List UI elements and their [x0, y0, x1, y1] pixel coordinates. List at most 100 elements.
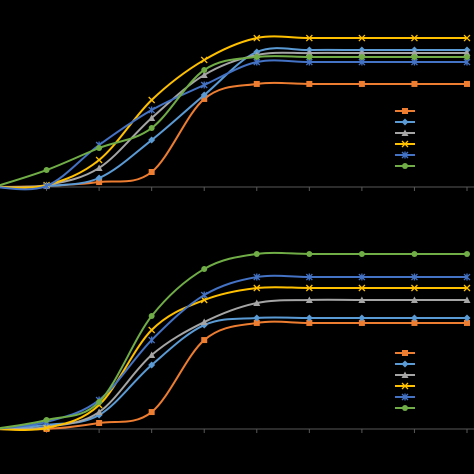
marker	[148, 409, 155, 416]
marker	[148, 96, 156, 104]
marker	[358, 296, 366, 303]
marker	[358, 284, 366, 292]
marker	[401, 151, 409, 159]
marker	[358, 34, 366, 42]
marker	[95, 408, 103, 416]
marker	[401, 360, 409, 368]
series-line	[0, 274, 467, 430]
series-line	[0, 298, 467, 430]
marker	[358, 53, 365, 60]
marker	[410, 284, 418, 292]
marker	[410, 296, 418, 303]
marker	[305, 314, 313, 322]
marker	[95, 164, 103, 171]
marker	[463, 273, 471, 281]
series-line	[0, 51, 467, 189]
marker	[401, 382, 409, 390]
marker	[200, 71, 208, 78]
marker	[96, 420, 103, 426]
marker	[306, 80, 313, 87]
marker	[148, 125, 155, 132]
marker	[464, 80, 470, 87]
marker	[305, 49, 313, 57]
marker	[401, 118, 409, 126]
marker	[201, 337, 208, 344]
marker	[411, 80, 418, 87]
marker	[402, 108, 408, 114]
marker	[253, 273, 261, 281]
marker	[148, 106, 156, 114]
series-line	[0, 316, 467, 430]
series-line	[0, 59, 467, 191]
marker	[410, 49, 418, 57]
series-line	[0, 47, 467, 188]
marker	[305, 284, 313, 292]
marker	[253, 34, 261, 42]
marker	[305, 34, 313, 42]
marker	[463, 314, 471, 322]
marker	[463, 34, 471, 42]
marker	[401, 140, 409, 148]
marker	[253, 250, 260, 257]
series-line	[0, 81, 467, 188]
marker	[402, 163, 408, 169]
marker	[305, 296, 313, 303]
marker	[95, 156, 103, 164]
series-line	[0, 251, 467, 430]
marker	[358, 80, 365, 87]
marker	[464, 319, 470, 326]
plot	[0, 34, 474, 191]
marker	[253, 314, 261, 322]
marker	[401, 393, 409, 401]
marker	[200, 291, 208, 299]
plot	[0, 250, 474, 433]
marker	[463, 296, 471, 303]
marker	[148, 351, 156, 359]
marker	[96, 399, 103, 405]
marker	[463, 284, 471, 292]
marker	[148, 136, 156, 144]
marker	[148, 326, 156, 334]
marker	[95, 174, 103, 182]
marker	[411, 53, 418, 60]
marker	[411, 319, 418, 326]
marker	[43, 424, 51, 432]
marker	[463, 49, 471, 57]
marker	[200, 81, 208, 89]
marker	[306, 250, 313, 257]
marker	[201, 265, 208, 272]
marker	[148, 336, 156, 344]
marker	[200, 318, 208, 326]
marker	[410, 273, 418, 281]
marker	[358, 314, 366, 322]
marker	[401, 371, 409, 378]
marker	[200, 296, 208, 304]
marker	[306, 53, 313, 60]
marker	[96, 179, 103, 186]
series-line	[0, 320, 467, 431]
marker	[401, 129, 409, 136]
marker	[148, 361, 156, 369]
marker	[43, 182, 51, 190]
marker	[201, 95, 208, 102]
series-line	[0, 286, 467, 431]
marker	[358, 250, 365, 257]
series-line	[0, 54, 467, 187]
marker	[253, 53, 260, 60]
marker	[464, 250, 470, 257]
marker	[410, 34, 418, 42]
marker	[253, 299, 261, 306]
marker	[148, 169, 155, 175]
marker	[253, 80, 260, 87]
marker	[358, 273, 366, 281]
marker	[253, 319, 260, 326]
marker	[402, 405, 408, 411]
marker	[43, 167, 50, 174]
marker	[464, 53, 470, 60]
marker	[200, 91, 208, 99]
marker	[306, 319, 313, 326]
marker	[411, 250, 418, 257]
marker	[148, 114, 156, 121]
